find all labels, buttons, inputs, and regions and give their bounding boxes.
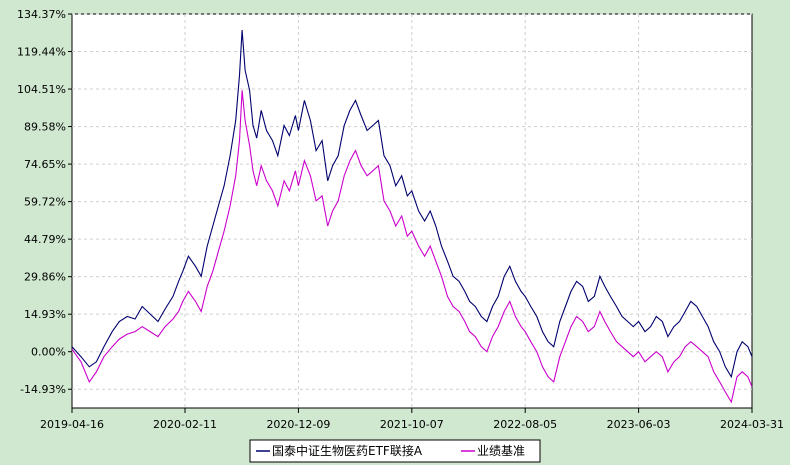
y-tick-label: 44.79%: [24, 233, 66, 246]
x-tick-label: 2022-08-05: [493, 418, 557, 431]
plot-area: [71, 13, 753, 409]
y-tick-label: 14.93%: [24, 308, 66, 321]
x-tick-label: 2023-06-03: [607, 418, 671, 431]
series-lines: [71, 29, 753, 404]
y-tick-label: 134.37%: [17, 8, 66, 21]
y-tick-label: 59.72%: [24, 196, 66, 209]
y-tick-label: 0.00%: [31, 346, 66, 359]
x-tick-label: 2020-02-11: [153, 418, 217, 431]
legend-label-benchmark: 业绩基准: [477, 444, 525, 458]
y-tick-label: 89.58%: [24, 121, 66, 134]
y-tick-label: 119.44%: [17, 46, 66, 59]
y-axis-ticks: 134.37% 119.44% 104.51% 89.58% 74.65% 59.72% 4…: [17, 8, 72, 396]
legend: 国泰中证生物医药ETF联接A 业绩基准: [249, 439, 541, 463]
x-tick-label: 2020-12-09: [266, 418, 330, 431]
y-tick-label: 29.86%: [24, 271, 66, 284]
y-tick-label: 74.65%: [24, 158, 66, 171]
y-tick-label: 104.51%: [17, 83, 66, 96]
legend-label-fund: 国泰中证生物医药ETF联接A: [272, 443, 423, 458]
legend-box: [249, 439, 541, 463]
series-line-fund: [71, 29, 753, 379]
x-tick-label: 2024-03-31: [720, 418, 784, 431]
x-axis-ticks: 2019-04-16 2020-02-11 2020-12-09 2021-10-07…: [40, 408, 784, 431]
x-tick-label: 2019-04-16: [40, 418, 104, 431]
y-tick-label: -14.93%: [20, 383, 66, 396]
series-line-benchmark: [71, 90, 753, 404]
x-tick-label: 2021-10-07: [380, 418, 444, 431]
